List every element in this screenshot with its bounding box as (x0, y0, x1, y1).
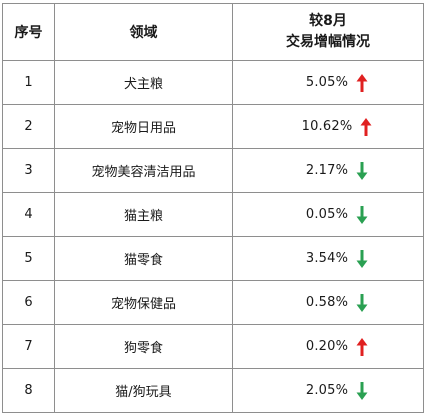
row-field: 宠物日用品 (54, 104, 233, 149)
change-group: 0.58% (288, 293, 368, 312)
row-change: 5.05% (232, 60, 424, 105)
row-field: 宠物美容清洁用品 (54, 148, 233, 193)
change-group: 3.54% (288, 249, 368, 268)
row-field: 猫主粮 (54, 192, 233, 237)
arrow-up-icon (360, 117, 372, 136)
row-index: 8 (2, 368, 55, 413)
arrow-down-icon (356, 205, 368, 224)
row-field: 犬主粮 (54, 60, 233, 105)
row-change: 0.58% (232, 280, 424, 325)
table-row: 4 猫主粮 0.05% (2, 192, 424, 237)
row-index: 3 (2, 148, 55, 193)
row-change: 0.20% (232, 324, 424, 369)
row-index: 1 (2, 60, 55, 105)
change-group: 10.62% (284, 117, 373, 136)
row-field: 狗零食 (54, 324, 233, 369)
growth-table: 序号 领域 较8月 交易增幅情况 1 犬主粮 5.05% 2 宠物日用品 10.62% 3 宠… (2, 3, 424, 413)
header-change-line2: 交易增幅情况 (286, 34, 370, 50)
row-change: 0.05% (232, 192, 424, 237)
row-field: 猫零食 (54, 236, 233, 281)
change-value: 10.62% (301, 119, 353, 134)
change-value: 5.05% (305, 75, 349, 90)
arrow-down-icon (356, 249, 368, 268)
arrow-up-icon (356, 337, 368, 356)
row-index: 6 (2, 280, 55, 325)
row-index: 5 (2, 236, 55, 281)
change-value: 0.05% (305, 207, 349, 222)
change-group: 2.17% (288, 161, 368, 180)
arrow-down-icon (356, 293, 368, 312)
row-index: 2 (2, 104, 55, 149)
row-change: 2.17% (232, 148, 424, 193)
row-index: 7 (2, 324, 55, 369)
header-row: 序号 领域 较8月 交易增幅情况 (2, 3, 424, 61)
change-value: 2.05% (305, 383, 349, 398)
table-row: 3 宠物美容清洁用品 2.17% (2, 148, 424, 193)
table-row: 1 犬主粮 5.05% (2, 60, 424, 105)
header-change-line1: 较8月 (309, 13, 347, 29)
table-row: 5 猫零食 3.54% (2, 236, 424, 281)
change-value: 0.58% (305, 295, 349, 310)
change-group: 5.05% (288, 73, 368, 92)
row-field: 猫/狗玩具 (54, 368, 233, 413)
header-field: 领域 (54, 3, 233, 61)
table-row: 6 宠物保健品 0.58% (2, 280, 424, 325)
table-row: 7 狗零食 0.20% (2, 324, 424, 369)
change-group: 0.20% (288, 337, 368, 356)
change-value: 0.20% (305, 339, 349, 354)
header-change: 较8月 交易增幅情况 (232, 3, 424, 61)
row-index: 4 (2, 192, 55, 237)
change-value: 2.17% (305, 163, 349, 178)
change-group: 2.05% (288, 381, 368, 400)
row-change: 10.62% (232, 104, 424, 149)
header-index: 序号 (2, 3, 55, 61)
arrow-down-icon (356, 161, 368, 180)
table-row: 2 宠物日用品 10.62% (2, 104, 424, 149)
row-change: 3.54% (232, 236, 424, 281)
arrow-up-icon (356, 73, 368, 92)
change-value: 3.54% (305, 251, 349, 266)
row-field: 宠物保健品 (54, 280, 233, 325)
row-change: 2.05% (232, 368, 424, 413)
arrow-down-icon (356, 381, 368, 400)
table-row: 8 猫/狗玩具 2.05% (2, 368, 424, 413)
change-group: 0.05% (288, 205, 368, 224)
